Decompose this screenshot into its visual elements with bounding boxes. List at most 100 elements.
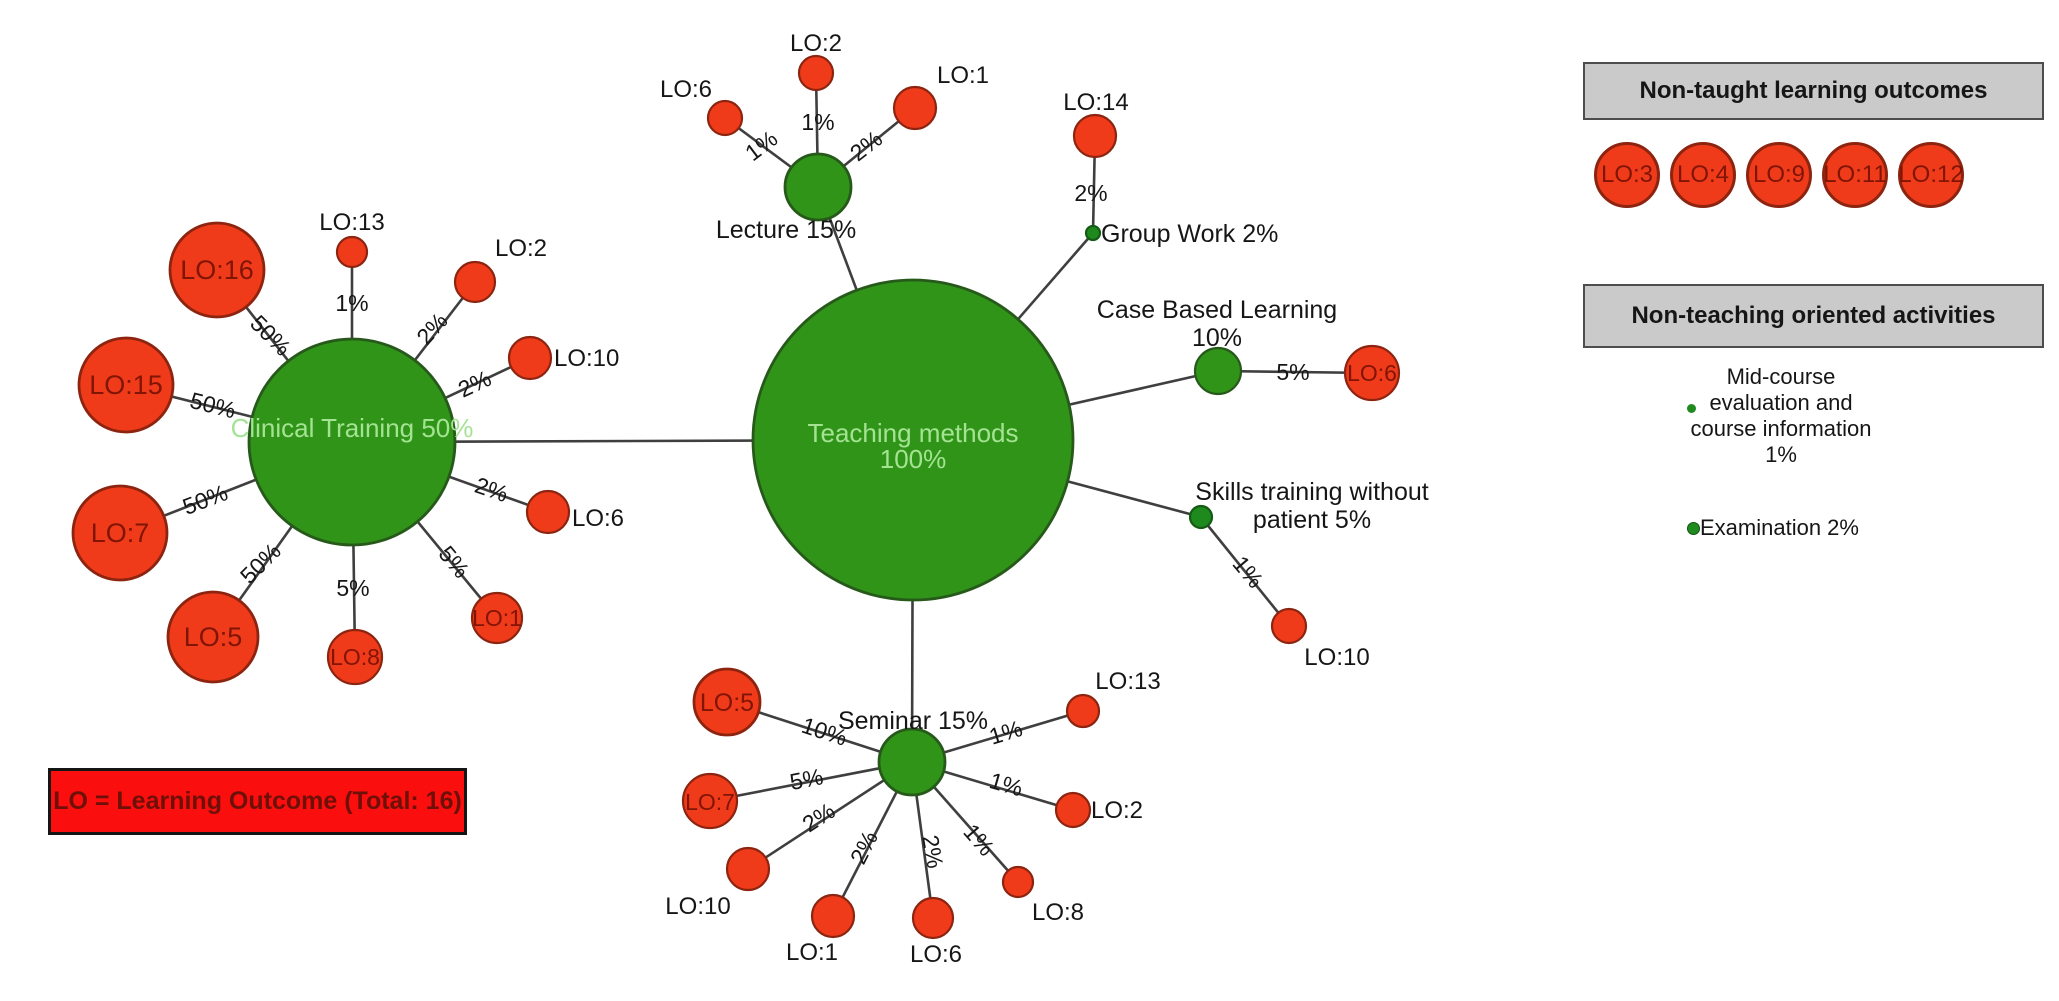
label-casebased: Case Based Learning	[1097, 296, 1337, 324]
edge-label-clinical-cl-lo6: 2%	[472, 472, 512, 507]
non-taught-outcomes-row: LO:3 LO:4 LO:9 LO:11 LO:12	[1594, 142, 1964, 208]
node-sem-lo13	[1065, 693, 1101, 729]
node-cl-lo2	[453, 260, 497, 304]
edge-label-clinical-cl-lo8: 5%	[336, 575, 369, 601]
midcourse-line: 1%	[1765, 442, 1797, 467]
node-lec-lo6	[706, 99, 744, 137]
midcourse-line: course information	[1690, 416, 1872, 441]
node-cl-lo13	[335, 235, 369, 269]
edge-label-seminar-sem-lo2: 1%	[987, 767, 1026, 801]
node-cl-lo1	[470, 591, 524, 645]
label-sem-lo7: LO:7	[685, 789, 735, 815]
node-cl-lo7	[71, 484, 169, 582]
node-lecture	[783, 152, 853, 222]
label-groupwork: Group Work 2%	[1101, 220, 1278, 248]
edge-label-seminar-sem-lo6: 2%	[917, 833, 948, 870]
midcourse-line: Mid-course	[1726, 364, 1836, 389]
non-taught-lo-circle: LO:4	[1670, 142, 1736, 208]
node-casebased	[1193, 346, 1243, 396]
node-sem-lo8	[1001, 865, 1035, 899]
examination-dot	[1687, 521, 1700, 535]
non-taught-lo-circle: LO:11	[1822, 142, 1888, 208]
examination-label: Examination 2%	[1700, 515, 1859, 540]
label-cl-lo13: LO:13	[319, 209, 384, 236]
edge-label-seminar-sem-lo13: 1%	[986, 715, 1025, 750]
node-cl-lo10	[507, 335, 553, 381]
node-sem-lo2	[1054, 791, 1092, 829]
non-taught-lo-circle: LO:3	[1594, 142, 1660, 208]
node-sem-lo5	[692, 667, 762, 737]
edge-label-groupwork-lo14: 2%	[1074, 180, 1107, 206]
examination-activity: Examination 2%	[1687, 515, 1859, 541]
node-groupwork	[1084, 224, 1102, 242]
label-cl-lo6: LO:6	[572, 505, 624, 532]
non-taught-outcomes-header: Non-taught learning outcomes	[1583, 62, 2044, 120]
label-cl-lo10: LO:10	[554, 345, 619, 372]
node-sem-lo1	[810, 893, 856, 939]
label-cl-lo5: LO:5	[184, 622, 243, 652]
label-clinical: Clinical Training 50%	[231, 413, 474, 443]
node-sem-lo7	[681, 772, 739, 830]
label-skills: Skills training without	[1195, 478, 1428, 506]
label-lec-lo2: LO:2	[790, 30, 842, 57]
label-teaching: 100%	[880, 444, 947, 474]
label-cl-lo16: LO:16	[180, 255, 254, 285]
edge-label-clinical-cl-lo13: 1%	[335, 290, 368, 316]
label-cl-lo7: LO:7	[91, 518, 150, 548]
label-lo14: LO:14	[1063, 89, 1128, 116]
edge-label-casebased-cb-lo6: 5%	[1276, 359, 1309, 385]
label-teaching: Teaching methods	[807, 418, 1018, 448]
edge-label-seminar-sem-lo7: 5%	[788, 763, 826, 795]
label-cl-lo1: LO:1	[472, 605, 522, 631]
non-taught-lo-circle: LO:9	[1746, 142, 1812, 208]
label-cl-lo8: LO:8	[330, 644, 380, 670]
label-skills: patient 5%	[1253, 506, 1371, 534]
lo-legend-box: LO = Learning Outcome (Total: 16)	[48, 768, 467, 835]
node-cl-lo15	[77, 336, 175, 434]
midcourse-line: evaluation and	[1709, 390, 1853, 415]
node-sem-lo6	[911, 896, 955, 940]
node-cb-lo6	[1343, 344, 1401, 402]
node-cl-lo5	[166, 590, 260, 684]
node-lec-lo2	[797, 54, 835, 92]
node-teaching	[751, 278, 1075, 602]
node-seminar	[877, 727, 947, 797]
node-clinical	[247, 337, 457, 547]
node-lo14	[1072, 113, 1118, 159]
label-sk-lo10: LO:10	[1304, 644, 1369, 671]
nodes-layer	[71, 54, 1401, 940]
node-sk-lo10	[1270, 607, 1308, 645]
label-lec-lo6: LO:6	[660, 76, 712, 103]
label-sem-lo5: LO:5	[700, 689, 754, 717]
label-sem-lo2: LO:2	[1091, 797, 1143, 824]
edge-skills-sk-lo10	[1199, 516, 1291, 627]
edge-label-seminar-sem-lo1: 2%	[845, 827, 883, 868]
label-cb-lo6: LO:6	[1347, 360, 1397, 386]
non-taught-lo-circle: LO:12	[1898, 142, 1964, 208]
label-lecture: Lecture 15%	[716, 216, 856, 244]
midcourse-evaluation-activity: Mid-course evaluation and course informa…	[1661, 364, 1901, 468]
label-cl-lo15: LO:15	[89, 370, 163, 400]
node-cl-lo8	[326, 628, 384, 686]
node-skills	[1188, 504, 1214, 530]
label-cl-lo2: LO:2	[495, 235, 547, 262]
label-sem-lo6: LO:6	[910, 941, 962, 968]
label-sem-lo13: LO:13	[1095, 668, 1160, 695]
node-cl-lo6	[525, 489, 571, 535]
node-lec-lo1	[892, 85, 938, 131]
edge-label-clinical-cl-lo7: 50%	[179, 479, 231, 520]
non-teaching-activities-header: Non-teaching oriented activities	[1583, 284, 2044, 348]
edge-label-lecture-lec-lo6: 1%	[740, 125, 782, 166]
edge-label-lecture-lec-lo2: 1%	[801, 109, 834, 135]
label-sem-lo10: LO:10	[665, 893, 730, 920]
label-lec-lo1: LO:1	[937, 62, 989, 89]
midcourse-dot	[1687, 404, 1696, 413]
label-sem-lo8: LO:8	[1032, 899, 1084, 926]
label-seminar: Seminar 15%	[838, 707, 988, 735]
label-casebased: 10%	[1192, 324, 1242, 352]
edge-label-clinical-cl-lo2: 2%	[411, 308, 453, 350]
node-cl-lo16	[168, 221, 266, 319]
label-sem-lo1: LO:1	[786, 939, 838, 966]
